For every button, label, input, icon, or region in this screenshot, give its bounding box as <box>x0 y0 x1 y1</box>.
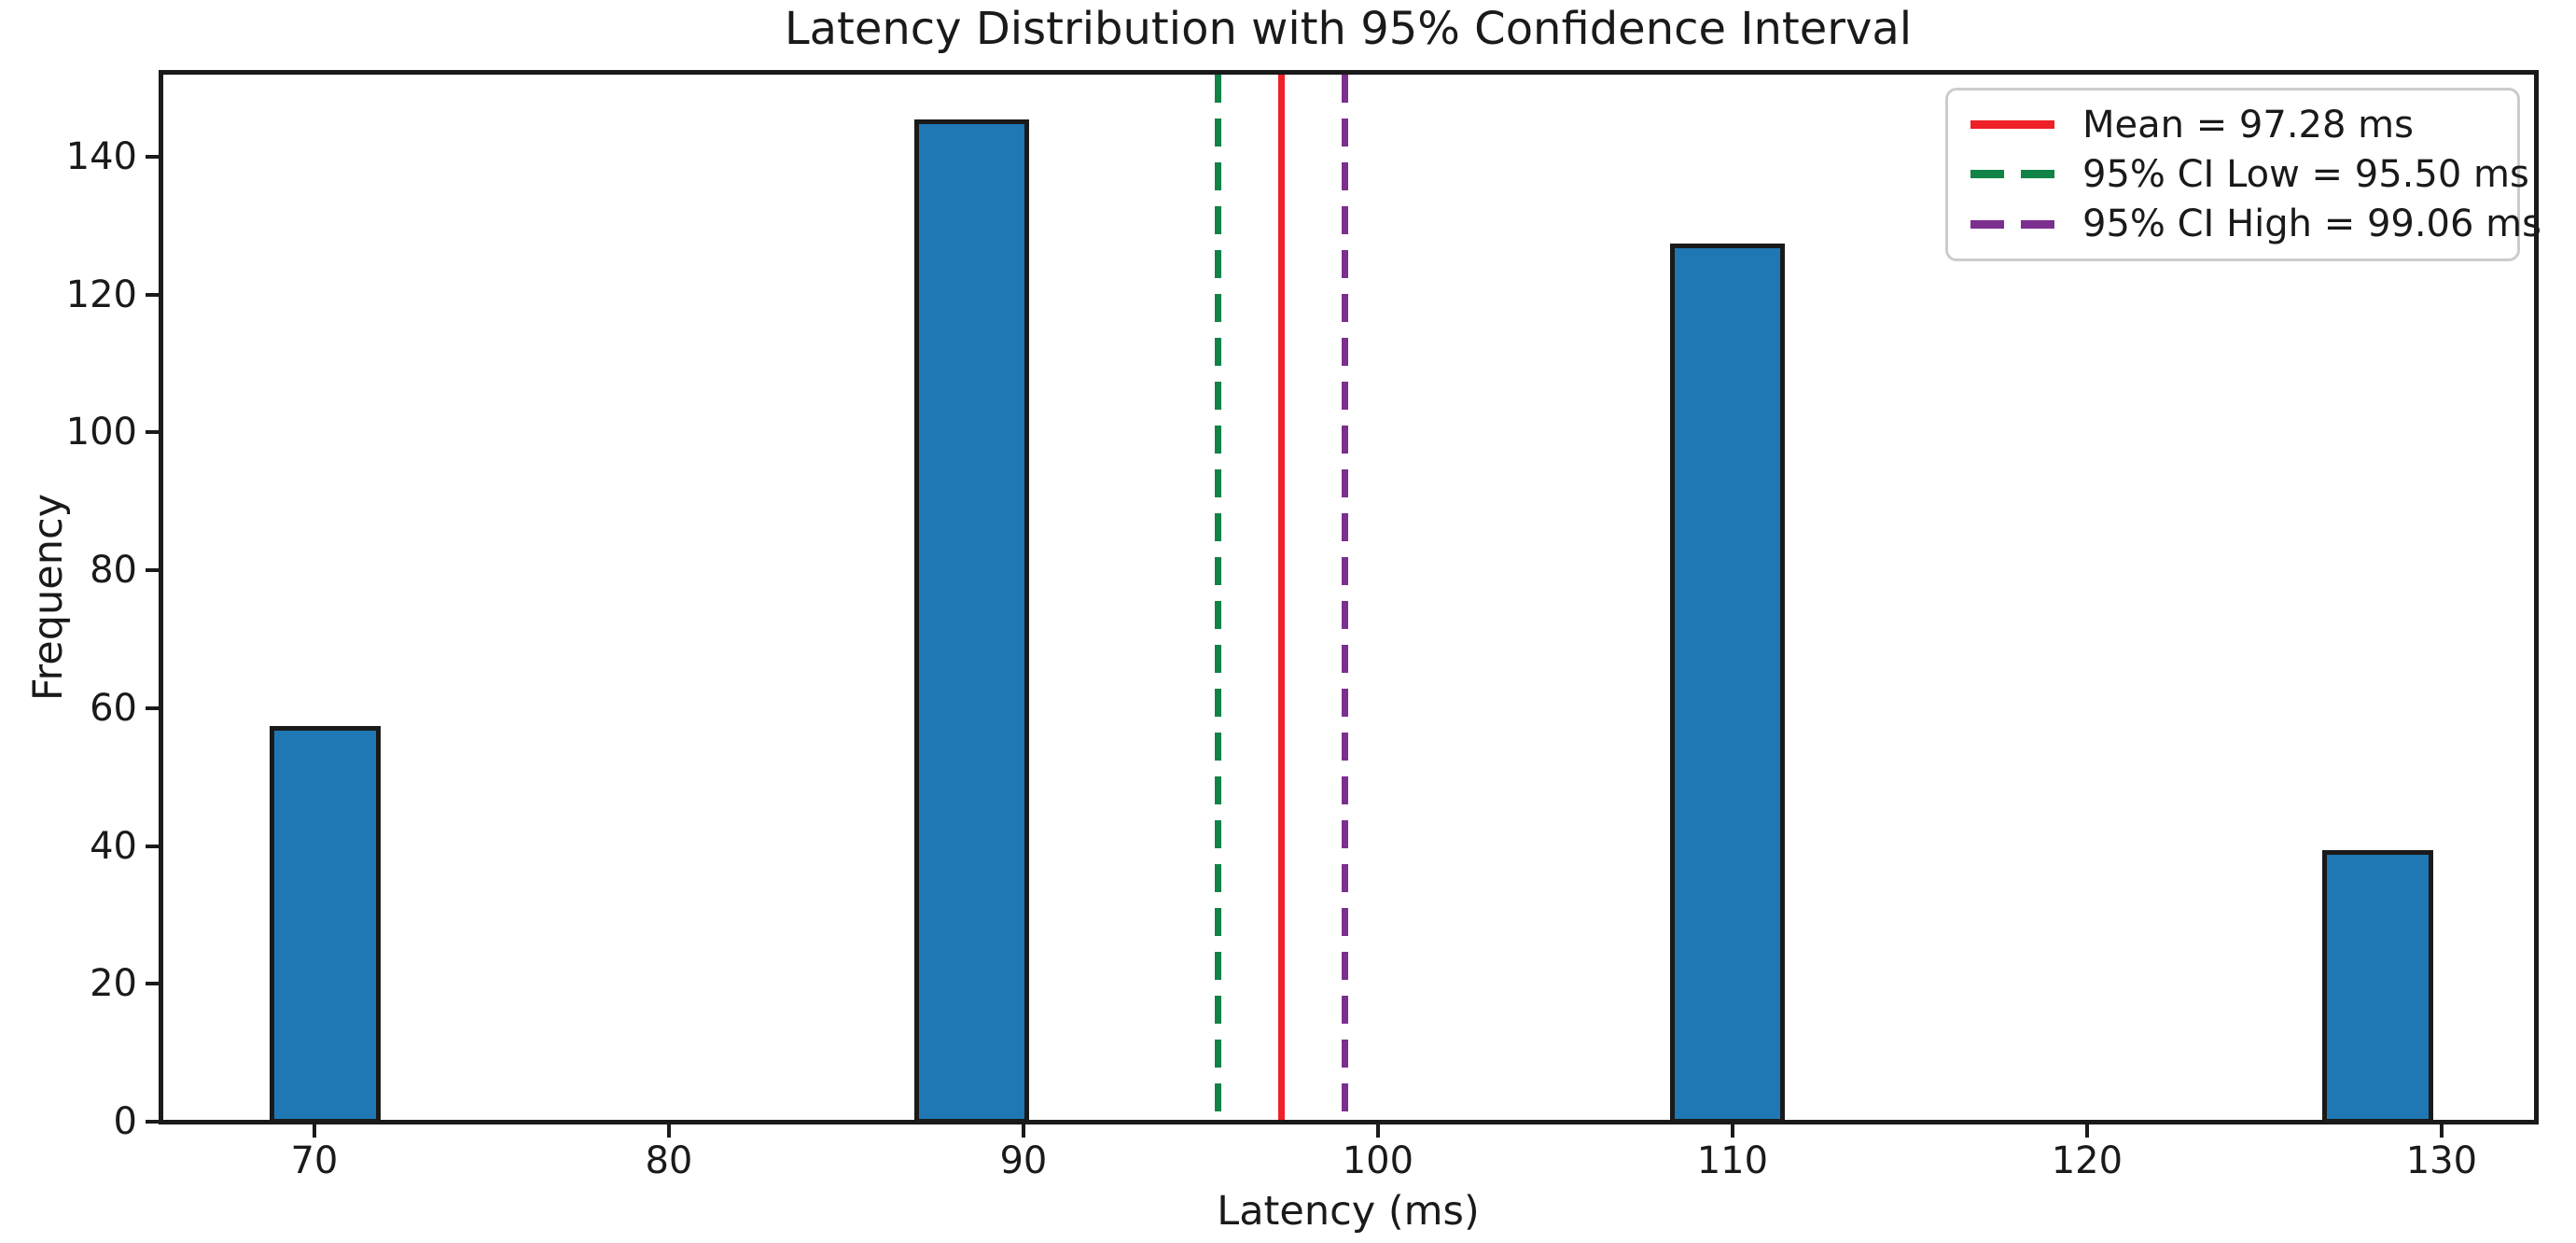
legend-entry: 95% CI Low = 95.50 ms <box>1970 150 2529 199</box>
x-tick-label: 130 <box>2405 1139 2478 1182</box>
ci-low-line <box>1215 74 1222 1120</box>
plot-area-border <box>158 69 2539 1124</box>
x-axis-label: Latency (ms) <box>1217 1188 1480 1235</box>
histogram-bar <box>269 726 381 1124</box>
y-tick <box>145 705 159 710</box>
legend-label: 95% CI Low = 95.50 ms <box>2082 152 2529 196</box>
y-tick-label: 20 <box>90 962 137 1006</box>
legend-entry: Mean = 97.28 ms <box>1970 101 2495 149</box>
y-tick-label: 0 <box>113 1100 137 1143</box>
x-tick <box>312 1124 316 1138</box>
legend: Mean = 97.28 ms 95% CI Low = 95.50 ms 95% … <box>1945 88 2541 261</box>
x-tick-label: 90 <box>999 1139 1048 1182</box>
y-tick <box>145 154 159 159</box>
chart-title: Latency Distribution with 95% Confidence… <box>784 3 1913 55</box>
x-tick <box>1375 1124 1380 1138</box>
x-tick-label: 120 <box>2051 1139 2123 1182</box>
x-tick <box>1021 1124 1025 1138</box>
y-tick-label: 80 <box>90 549 137 593</box>
y-tick-label: 140 <box>65 134 137 178</box>
x-tick-label: 110 <box>1696 1139 1769 1182</box>
legend-label: 95% CI High = 99.06 ms <box>2082 203 2541 246</box>
x-tick-label: 70 <box>290 1139 339 1182</box>
mean-line <box>1278 74 1286 1120</box>
legend-swatch-solid <box>1970 120 2054 130</box>
y-tick-label: 120 <box>65 272 137 316</box>
x-tick <box>2439 1124 2444 1138</box>
y-tick <box>145 982 159 986</box>
legend-swatch-dashed <box>1970 170 2054 179</box>
histogram-bar <box>2322 850 2434 1124</box>
x-tick-label: 80 <box>645 1139 693 1182</box>
x-tick-label: 100 <box>1342 1139 1414 1182</box>
x-tick <box>2084 1124 2089 1138</box>
ci-high-line <box>1341 74 1348 1120</box>
y-tick <box>145 292 159 297</box>
y-tick-label: 40 <box>90 824 137 868</box>
y-axis-label: Frequency <box>25 493 72 702</box>
histogram-bar <box>914 119 1030 1124</box>
legend-label: Mean = 97.28 ms <box>2082 103 2414 147</box>
legend-entry: 95% CI High = 99.06 ms <box>1970 200 2541 248</box>
x-tick <box>666 1124 671 1138</box>
y-tick <box>145 568 159 573</box>
legend-swatch-dashed <box>1970 219 2054 229</box>
y-tick-label: 60 <box>90 686 137 730</box>
y-tick <box>145 844 159 848</box>
y-tick <box>145 1120 159 1124</box>
y-tick <box>145 430 159 435</box>
x-tick <box>1730 1124 1734 1138</box>
y-tick-label: 100 <box>65 411 137 454</box>
